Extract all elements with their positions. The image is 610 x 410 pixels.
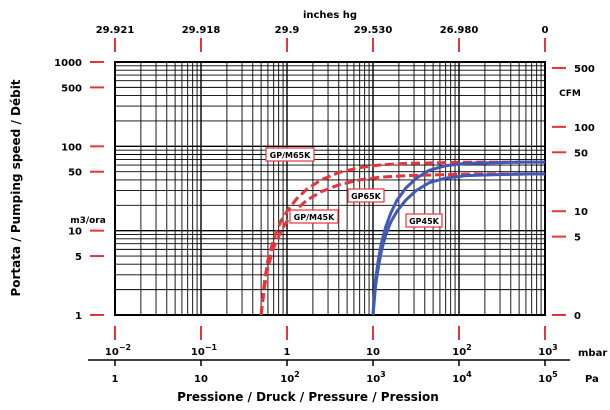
left-axis-tick-label: 50	[68, 168, 82, 179]
series-layer: GP/M65K GP/M45K GP65K GP45K	[259, 147, 545, 316]
top-axis-tick-label: 29.918	[182, 25, 221, 36]
right-axis-tick-label: 5	[574, 233, 581, 244]
top-axis-tick-label: 0	[542, 25, 549, 36]
left-axis-tick-label: 10	[68, 227, 82, 238]
series-label-box	[265, 147, 315, 162]
left-axis-tick-label: 1	[75, 311, 82, 322]
bottom-mbar-tick-label: 102	[452, 343, 472, 358]
bottom-mbar-tick-label: 1	[284, 347, 291, 358]
top-axis-tick-label: 29.9	[275, 25, 300, 36]
top-axis-title: inches hg	[303, 10, 357, 21]
right-axis-tick-label: 0	[574, 311, 581, 322]
bottom-pa-tick-label: 105	[538, 370, 558, 385]
series-line-gp45k	[371, 172, 545, 316]
bottom-axis-pa-unit: Pa	[585, 374, 599, 385]
series-label-box	[289, 209, 339, 224]
top-axis-tick-label: 26.980	[440, 25, 479, 36]
series-label-box	[347, 188, 385, 203]
right-axis-tick-label: 50	[574, 148, 588, 159]
top-axis-tick-label: 29.921	[96, 25, 135, 36]
bottom-axis-mbar-unit: mbar	[578, 348, 607, 359]
left-axis-tick-label: 500	[61, 83, 82, 94]
plot-frame	[114, 61, 546, 316]
right-axis-unit: CFM	[559, 89, 581, 99]
bottom-pa-tick-label: 103	[366, 370, 386, 385]
series-line-gp-m65k	[259, 160, 545, 316]
bottom-mbar-tick-label: 10−2	[105, 343, 131, 358]
right-axis-tick-label: 100	[574, 123, 595, 134]
series-label: GP45K	[409, 217, 440, 226]
x-axis-title: Pressione / Druck / Pressure / Pression	[177, 390, 439, 404]
series-label: GP/M45K	[294, 213, 335, 222]
bottom-pa-tick-label: 10	[194, 374, 208, 385]
bottom-mbar-tick-label: 10−1	[191, 343, 218, 358]
left-axis-tick-label: 100	[61, 142, 82, 153]
right-axis-tick-label: 500	[574, 64, 595, 75]
right-axis-tick-label: 10	[574, 207, 588, 218]
series-line-gp-m45k	[259, 172, 545, 316]
left-axis-tick-label: 1000	[54, 58, 82, 69]
bottom-pa-tick-label: 104	[452, 370, 472, 385]
left-axis-tick-label: 5	[75, 252, 82, 263]
left-axis-unit: m3/ora	[70, 216, 106, 226]
series-label: GP/M65K	[270, 151, 311, 160]
series-label: GP65K	[351, 192, 382, 201]
bottom-pa-tick-label: 1	[112, 374, 119, 385]
series-label-box	[405, 213, 443, 228]
bottom-mbar-tick-label: 103	[538, 343, 558, 358]
bottom-mbar-tick-label: 10	[366, 347, 380, 358]
grid	[114, 62, 545, 316]
y-axis-title: Portata / Pumping speed / Débit	[9, 79, 23, 296]
bottom-pa-tick-label: 102	[280, 370, 300, 385]
top-axis-tick-label: 29.530	[354, 25, 393, 36]
